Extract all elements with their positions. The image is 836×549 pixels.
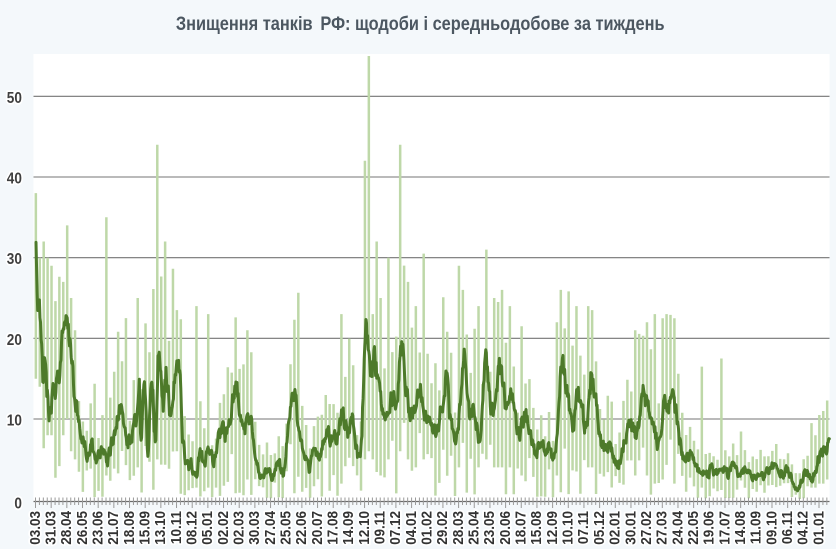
- svg-text:12.09: 12.09: [543, 511, 560, 545]
- svg-text:02.03: 02.03: [230, 511, 247, 545]
- svg-text:22.06: 22.06: [293, 511, 310, 545]
- svg-text:11.09: 11.09: [747, 511, 764, 544]
- svg-text:27.03: 27.03: [653, 511, 670, 545]
- svg-text:30.03: 30.03: [246, 511, 263, 545]
- svg-text:10: 10: [7, 413, 22, 430]
- svg-text:03.03: 03.03: [26, 511, 43, 545]
- svg-text:05.01: 05.01: [199, 511, 216, 545]
- svg-text:29.02: 29.02: [434, 511, 451, 545]
- svg-text:25.04: 25.04: [465, 511, 482, 545]
- svg-text:40: 40: [7, 171, 22, 188]
- svg-text:20.06: 20.06: [496, 511, 513, 545]
- svg-text:07.11: 07.11: [575, 511, 592, 544]
- svg-text:17.08: 17.08: [324, 511, 341, 545]
- svg-text:15.08: 15.08: [528, 511, 545, 545]
- svg-text:14.09: 14.09: [340, 511, 357, 545]
- svg-text:28.04: 28.04: [58, 511, 75, 545]
- svg-text:27.02: 27.02: [637, 511, 654, 545]
- svg-text:20.07: 20.07: [308, 511, 325, 545]
- svg-text:01.02: 01.02: [418, 511, 435, 545]
- svg-text:20: 20: [7, 332, 22, 349]
- svg-text:17.07: 17.07: [716, 511, 733, 545]
- svg-text:23.06: 23.06: [89, 511, 106, 545]
- svg-text:26.05: 26.05: [73, 511, 90, 545]
- svg-text:23.05: 23.05: [481, 511, 498, 545]
- svg-text:0: 0: [14, 495, 22, 512]
- svg-text:04.12: 04.12: [794, 511, 811, 545]
- svg-text:02.01: 02.01: [606, 511, 623, 545]
- svg-text:12.10: 12.10: [355, 511, 372, 545]
- svg-text:28.03: 28.03: [449, 511, 466, 545]
- svg-text:19.06: 19.06: [700, 511, 717, 545]
- svg-text:08.12: 08.12: [183, 511, 200, 545]
- svg-text:22.05: 22.05: [684, 511, 701, 545]
- svg-text:02.02: 02.02: [214, 511, 231, 545]
- svg-text:15.09: 15.09: [136, 511, 153, 545]
- svg-text:13.10: 13.10: [152, 511, 169, 545]
- svg-text:10.11: 10.11: [167, 511, 184, 544]
- svg-text:Знищення танків РФ: щодоби і: Знищення танків РФ: щодоби і середньодоб…: [176, 13, 665, 34]
- svg-text:18.08: 18.08: [120, 511, 137, 545]
- svg-text:09.11: 09.11: [371, 511, 388, 544]
- svg-text:04.01: 04.01: [402, 511, 419, 545]
- svg-text:50: 50: [7, 90, 22, 107]
- svg-text:14.08: 14.08: [731, 511, 748, 545]
- svg-text:07.12: 07.12: [387, 511, 404, 545]
- svg-text:30: 30: [7, 251, 22, 268]
- svg-text:10.10: 10.10: [559, 511, 576, 545]
- svg-text:31.03: 31.03: [42, 511, 59, 545]
- svg-text:25.05: 25.05: [277, 511, 294, 545]
- svg-text:05.12: 05.12: [590, 511, 607, 545]
- svg-text:27.04: 27.04: [261, 511, 278, 545]
- svg-text:18.07: 18.07: [512, 511, 529, 545]
- svg-text:01.01: 01.01: [810, 511, 827, 545]
- svg-text:06.11: 06.11: [778, 511, 795, 544]
- svg-text:24.04: 24.04: [669, 511, 686, 545]
- svg-text:09.10: 09.10: [763, 511, 780, 545]
- svg-text:30.01: 30.01: [622, 511, 639, 545]
- svg-text:21.07: 21.07: [105, 511, 122, 545]
